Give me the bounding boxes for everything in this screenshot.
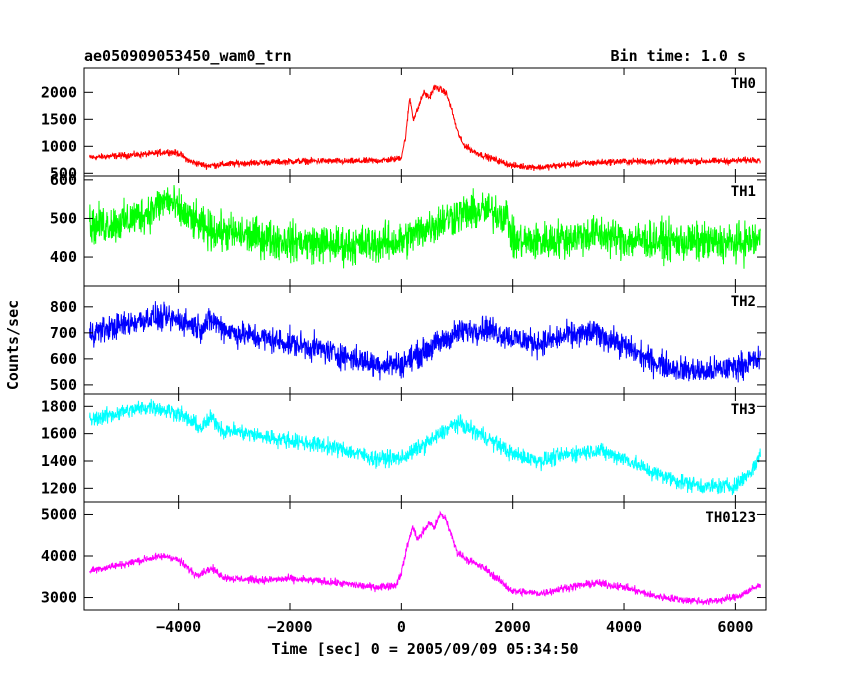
panel-label: TH0123 (705, 510, 756, 526)
y-tick-label: 600 (50, 350, 77, 368)
y-tick-label: 1600 (41, 425, 77, 443)
y-tick-label: 1000 (41, 137, 77, 155)
y-tick-label: 1800 (41, 397, 77, 415)
y-tick-label: 800 (50, 298, 77, 316)
y-tick-label: 4000 (41, 547, 77, 565)
panel-label: TH3 (731, 402, 756, 418)
chart-title: ae050909053450_wam0_trn (84, 47, 292, 65)
y-tick-label: 3000 (41, 589, 77, 607)
x-tick-label: 4000 (606, 618, 642, 636)
panel-th0: 500 1000 1500 2000 TH0 (41, 67, 767, 182)
y-tick-label: 5000 (41, 505, 77, 523)
panel-frame (83, 285, 767, 395)
y-tick-label: 700 (50, 324, 77, 342)
y-tick-label: 400 (50, 248, 77, 266)
series-line-th3 (89, 398, 761, 496)
panel-label: TH0 (731, 76, 756, 92)
series-line-th1 (89, 185, 761, 269)
y-tick-label: 1400 (41, 452, 77, 470)
y-tick-label: 500 (50, 376, 77, 394)
y-tick-label: 500 (50, 209, 77, 227)
y-tick-label: 500 (50, 164, 77, 182)
x-axis-label: Time [sec] 0 = 2005/09/09 05:34:50 (271, 640, 578, 658)
series-line-th0123 (89, 510, 761, 606)
bin-time-label: Bin time: 1.0 s (611, 47, 746, 65)
y-tick-label: 1500 (41, 110, 77, 128)
y-tick-label: 1200 (41, 479, 77, 497)
y-tick-label: 2000 (41, 83, 77, 101)
x-tick-label: 0 (397, 618, 406, 636)
panel-th3: 1200 1400 1600 1800 TH3 (41, 393, 767, 503)
y-tick-label: 600 (50, 171, 77, 189)
panel-th1: 400 500 600 TH1 (50, 171, 767, 287)
x-tick-label: 6000 (717, 618, 753, 636)
x-axis: −4000 −2000 0 2000 4000 6000 (156, 618, 753, 636)
y-axis-label: Counts/sec (4, 300, 22, 390)
x-tick-label: 2000 (495, 618, 531, 636)
series-line-th2 (89, 301, 761, 383)
panel-th2: 500 600 700 800 TH2 (50, 285, 767, 395)
panel-th0123: 3000 4000 5000 TH0123 (41, 501, 767, 611)
panel-label: TH1 (731, 184, 756, 200)
series-line-th0 (89, 84, 761, 172)
x-tick-label: −4000 (156, 618, 201, 636)
panel-label: TH2 (731, 294, 756, 310)
x-tick-label: −2000 (267, 618, 312, 636)
